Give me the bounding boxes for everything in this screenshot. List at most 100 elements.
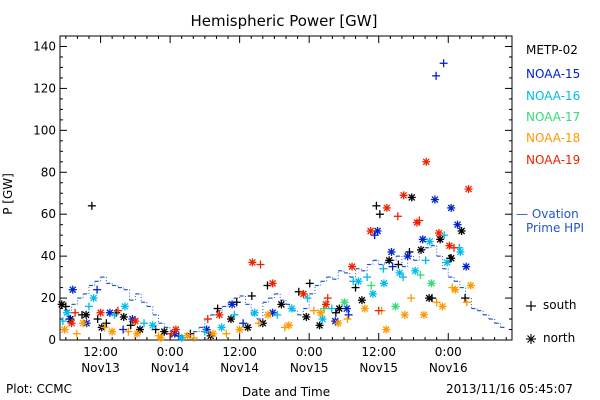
south-point (370, 231, 379, 240)
south-point (375, 210, 384, 219)
south-point (119, 325, 128, 334)
x-tick-date-label: Nov13 (81, 361, 120, 375)
south-point (84, 302, 93, 311)
north-point (62, 308, 71, 317)
south-point (100, 323, 109, 332)
south-point (421, 256, 430, 265)
north-point (105, 308, 114, 317)
south-point (432, 71, 441, 80)
south-point (151, 325, 160, 334)
plus-icon (526, 301, 536, 311)
north-point (248, 258, 257, 267)
south-point (393, 212, 402, 221)
north-point (60, 325, 69, 334)
x-tick-time-label: 0:00 (435, 345, 462, 359)
north-point (385, 256, 394, 265)
plot-credit: Plot: CCMC (6, 382, 72, 396)
south-point (407, 294, 416, 303)
y-tick-label: 60 (41, 207, 56, 221)
south-point (113, 306, 122, 315)
south-point (189, 333, 198, 342)
north-point (183, 331, 192, 340)
north-point (264, 310, 273, 319)
north-point (228, 300, 237, 309)
north-point (119, 312, 128, 321)
north-point (368, 289, 377, 298)
x-tick-date-label: Nov14 (151, 361, 190, 375)
north-point (226, 315, 235, 324)
north-point (340, 298, 349, 307)
south-point (72, 329, 81, 338)
north-point (451, 285, 460, 294)
x-tick-date-label: Nov15 (359, 361, 398, 375)
north-point (131, 317, 140, 326)
south-point (388, 262, 397, 271)
south-point (87, 201, 96, 210)
north-point (258, 319, 267, 328)
north-point (302, 312, 311, 321)
north-point (425, 294, 434, 303)
north-point (57, 300, 66, 309)
x-tick-date-label: Nov15 (290, 361, 329, 375)
x-tick-time-label: 0:00 (296, 345, 323, 359)
y-tick-label: 140 (33, 39, 56, 53)
north-point (171, 325, 180, 334)
south-point (213, 304, 222, 313)
north-point (160, 327, 169, 336)
south-point (71, 308, 80, 317)
north-point (434, 229, 443, 238)
north-point (89, 294, 98, 303)
north-point (379, 279, 388, 288)
north-point (382, 203, 391, 212)
legend-symbols (526, 301, 536, 344)
north-point (316, 308, 325, 317)
north-point (419, 310, 428, 319)
north-point (268, 279, 277, 288)
south-point (399, 273, 408, 282)
north-point (208, 329, 217, 338)
north-point (427, 279, 436, 288)
north-point (403, 252, 412, 261)
north-point (284, 321, 293, 330)
north-point (108, 327, 117, 336)
north-point (418, 235, 427, 244)
y-tick-label: 120 (33, 81, 56, 95)
north-point (456, 247, 465, 256)
scatter-markers (57, 59, 475, 342)
north-point (357, 296, 366, 305)
south-point (58, 317, 67, 326)
y-tick-label: 80 (41, 165, 56, 179)
north-point (148, 321, 157, 330)
south-point (303, 294, 312, 303)
south-point (305, 279, 314, 288)
north-point (443, 258, 452, 267)
north-point (335, 304, 344, 313)
north-point (366, 226, 375, 235)
north-point (400, 310, 409, 319)
south-point (110, 310, 119, 319)
south-point (230, 310, 239, 319)
south-point (140, 319, 149, 328)
north-point (235, 325, 244, 334)
south-point (351, 283, 360, 292)
north-point (436, 235, 445, 244)
north-point (217, 323, 226, 332)
north-point (438, 302, 447, 311)
north-point (412, 218, 421, 227)
legend-ovation-line2: Prime HPI (526, 221, 584, 235)
south-point (167, 329, 176, 338)
north-point (417, 245, 426, 254)
north-point (399, 191, 408, 200)
south-point (323, 294, 332, 303)
north-point (299, 289, 308, 298)
north-point (430, 195, 439, 204)
south-point (126, 321, 135, 330)
south-point (222, 329, 231, 338)
y-tick-label: 0 (48, 333, 56, 347)
y-tick-label: 20 (41, 291, 56, 305)
north-point (277, 300, 286, 309)
legend-noaa19: NOAA-19 (526, 153, 581, 167)
south-point (203, 315, 212, 324)
north-point (68, 285, 77, 294)
north-point (453, 220, 462, 229)
